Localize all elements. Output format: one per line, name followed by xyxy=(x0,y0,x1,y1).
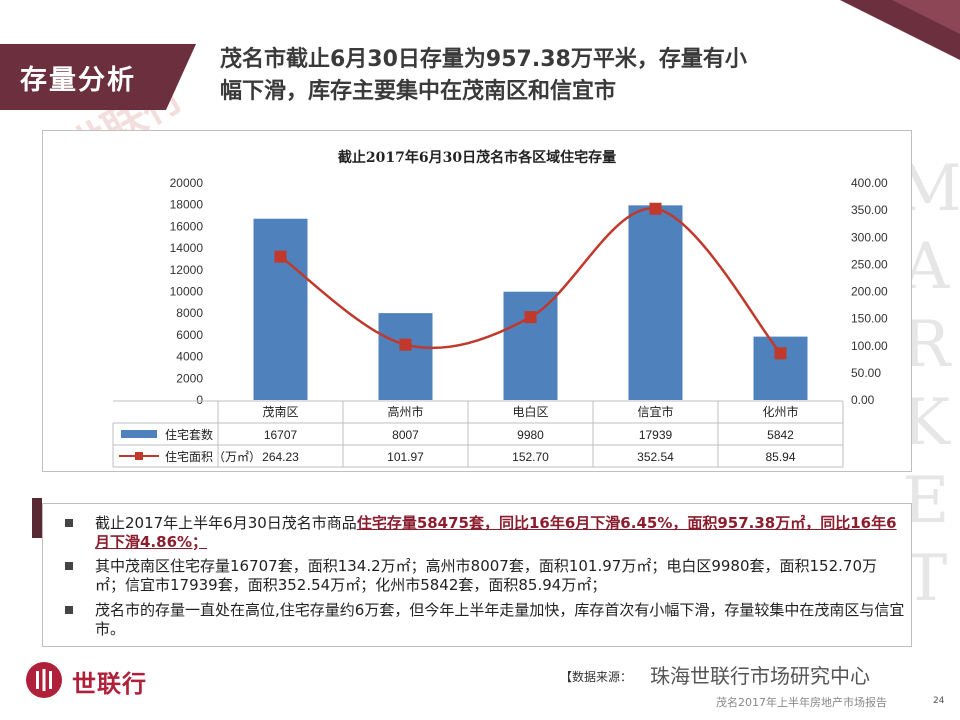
company-logo-text: 世联行 xyxy=(72,670,147,698)
y-right-tick-label: 50.00 xyxy=(851,366,881,380)
top-band xyxy=(0,0,960,8)
chart-svg: 0 2000 4000 6000 8000 10000 12000 14000 16000 180… xyxy=(112,176,888,468)
legend-swatch-bar xyxy=(121,430,157,438)
bullet-icon xyxy=(65,606,73,614)
bar xyxy=(253,218,308,400)
note-text: 茂名市的存量一直处在高位,住宅存量约6万套，但今年上半年走量加快，库存首次有小幅… xyxy=(95,601,905,638)
bar xyxy=(503,291,558,400)
x-tick-label: 电白区 xyxy=(512,404,548,419)
chart-title: 截止2017年6月30日茂名市各区域住宅存量 xyxy=(337,150,617,166)
data-label: 101.97 xyxy=(387,450,424,464)
legend-label: 住宅套数 xyxy=(165,427,213,442)
corner-decoration-inner xyxy=(892,0,960,34)
area-series-line xyxy=(279,207,782,355)
y-left-tick-label: 2000 xyxy=(176,371,203,385)
logo-glyph xyxy=(36,669,52,691)
data-label: 5842 xyxy=(767,428,794,442)
notes-box: 截止2017年上半年6月30日茂名市商品住宅存量58475套，同比16年6月下滑… xyxy=(42,503,912,647)
y-left-tick-label: 0 xyxy=(196,393,203,407)
legend-swatch-marker xyxy=(135,452,143,460)
y-right-tick-label: 100.00 xyxy=(851,339,888,353)
section-label: 存量分析 xyxy=(20,65,136,96)
bullet-icon xyxy=(65,519,73,527)
bar xyxy=(378,313,433,400)
line-point xyxy=(774,347,787,360)
y-right-tick-label: 0.00 xyxy=(851,393,875,407)
page-headline: 茂名市截止6月30日存量为957.38万平米，存量有小 幅下滑，库存主要集中在茂… xyxy=(220,44,860,108)
data-label: 9980 xyxy=(517,428,544,442)
note-2: 其中茂南区住宅存量16707套，面积134.2万㎡；高州市8007套，面积101… xyxy=(65,557,905,595)
y-left-tick-label: 20000 xyxy=(170,176,204,190)
x-tick-label: 高州市 xyxy=(387,404,423,419)
y-left-tick-label: 18000 xyxy=(170,198,204,212)
bullet-icon xyxy=(65,562,73,570)
line-point xyxy=(524,311,537,324)
page-number: 24 xyxy=(933,696,945,706)
section-tab xyxy=(0,44,196,110)
y-right-tick-label: 200.00 xyxy=(851,285,888,299)
data-label: 16707 xyxy=(264,428,298,442)
legend-label: 住宅面积（万㎡） xyxy=(165,449,261,464)
note-text: 截止2017年上半年6月30日茂名市商品住宅存量58475套，同比16年6月下滑… xyxy=(65,514,905,552)
data-label: 152.70 xyxy=(512,450,549,464)
y-right-tick-label: 350.00 xyxy=(851,203,888,217)
report-name: 茂名2017年上半年房地产市场报告 xyxy=(716,696,887,709)
wechat-watermark: 珠海世联行市场研究中心 xyxy=(650,664,870,688)
data-label: 352.54 xyxy=(637,450,674,464)
note-text: 其中茂南区住宅存量16707套，面积134.2万㎡；高州市8007套，面积101… xyxy=(95,557,877,594)
y-left-tick-label: 8000 xyxy=(176,306,203,320)
line-point xyxy=(274,250,287,263)
y-left-tick-label: 14000 xyxy=(170,241,204,255)
y-right-tick-label: 300.00 xyxy=(851,230,888,244)
y-right-tick-label: 150.00 xyxy=(851,312,888,326)
line-point xyxy=(649,202,662,215)
y-left-tick-label: 4000 xyxy=(176,350,203,364)
note-text-plain: 截止2017年上半年6月30日茂名市商品 xyxy=(95,514,357,532)
note-highlight: 住宅存量58475套，同比16年6月下滑6.45%，面积957.38万㎡，同比1… xyxy=(95,514,897,551)
data-label: 8007 xyxy=(392,428,419,442)
y-right-tick-label: 250.00 xyxy=(851,257,888,271)
line-point xyxy=(399,338,412,351)
data-label: 85.94 xyxy=(765,450,795,464)
x-tick-label: 信宜市 xyxy=(637,404,673,419)
data-label: 17939 xyxy=(639,428,673,442)
y-left-tick-label: 6000 xyxy=(176,328,203,342)
note-3: 茂名市的存量一直处在高位,住宅存量约6万套，但今年上半年走量加快，库存首次有小幅… xyxy=(65,601,905,639)
notes-marker xyxy=(32,498,42,538)
y-left-tick-label: 16000 xyxy=(170,219,204,233)
x-tick-label: 化州市 xyxy=(762,404,798,419)
chart-container: 截止2017年6月30日茂名市各区域住宅存量 0 2000 4000 6000 8000… xyxy=(42,130,912,472)
bar xyxy=(628,205,683,400)
headline-line-2: 幅下滑，库存主要集中在茂南区和信宜市 xyxy=(220,79,617,104)
company-logo-icon xyxy=(26,662,62,698)
y-right-tick-label: 400.00 xyxy=(851,176,888,190)
y-left-tick-label: 12000 xyxy=(170,263,204,277)
section-tab-shape xyxy=(0,44,196,110)
bar xyxy=(753,336,808,400)
y-left-tick-label: 10000 xyxy=(170,285,204,299)
data-source: 【数据来源： xyxy=(560,670,633,684)
x-tick-label: 茂南区 xyxy=(262,404,298,419)
note-1: 截止2017年上半年6月30日茂名市商品住宅存量58475套，同比16年6月下滑… xyxy=(65,514,905,552)
headline-line-1: 茂名市截止6月30日存量为957.38万平米，存量有小 xyxy=(220,47,747,72)
data-label: 264.23 xyxy=(262,450,299,464)
